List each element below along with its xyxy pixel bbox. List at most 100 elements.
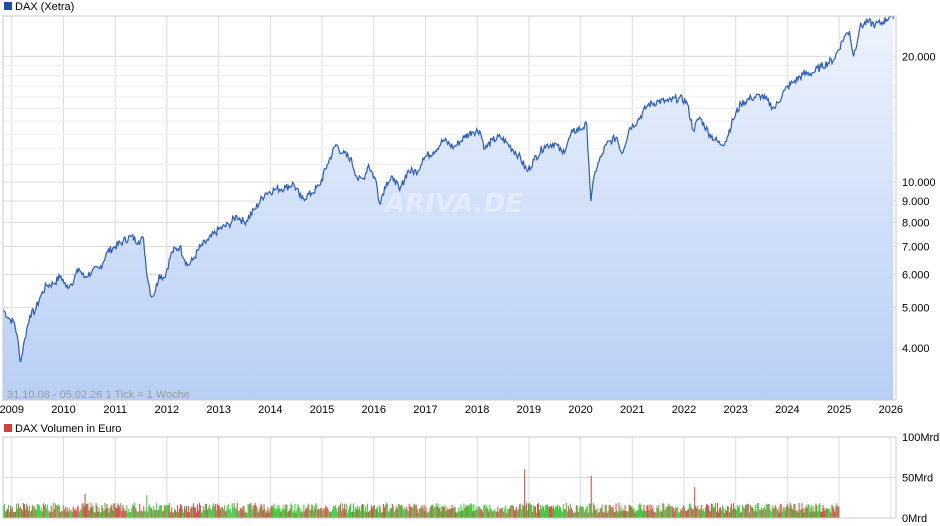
volume-bar	[187, 511, 189, 518]
volume-bar	[125, 510, 127, 518]
volume-bar	[158, 509, 160, 518]
volume-bar	[762, 507, 764, 518]
price-legend-label: DAX (Xetra)	[15, 1, 74, 13]
volume-bar	[53, 509, 55, 518]
volume-bar	[117, 503, 119, 518]
volume-bar	[687, 509, 689, 518]
volume-bar	[726, 506, 728, 518]
volume-bar	[80, 509, 82, 518]
x-tick-label-2010: 2010	[51, 404, 75, 416]
volume-bar	[512, 505, 514, 518]
volume-bar	[334, 506, 336, 518]
volume-bar	[361, 505, 363, 518]
volume-bar	[694, 487, 696, 518]
volume-bar	[383, 507, 385, 518]
volume-bar	[594, 509, 596, 518]
volume-bar	[532, 512, 534, 518]
x-tick-label-2025: 2025	[827, 404, 851, 416]
volume-bar	[746, 504, 748, 518]
volume-bar	[130, 512, 132, 518]
volume-bar	[340, 503, 342, 518]
volume-bar	[279, 508, 281, 518]
volume-bar	[626, 511, 628, 518]
volume-bar	[612, 506, 614, 518]
volume-bar	[200, 512, 202, 518]
volume-bar	[528, 503, 530, 518]
volume-bar	[758, 509, 760, 518]
volume-bar	[72, 506, 74, 518]
volume-bar	[581, 507, 583, 518]
volume-bar	[366, 512, 368, 518]
volume-bar	[529, 503, 531, 518]
volume-bar	[403, 507, 405, 518]
volume-bar	[305, 508, 307, 518]
volume-bar	[151, 507, 153, 518]
volume-bar	[175, 510, 177, 518]
volume-bar	[378, 505, 380, 518]
volume-bar	[160, 505, 162, 518]
volume-bar	[686, 511, 688, 518]
volume-bar	[231, 503, 233, 518]
volume-bar	[705, 507, 707, 518]
volume-bar	[722, 507, 724, 518]
x-tick-label-2022: 2022	[672, 404, 696, 416]
volume-bar	[296, 509, 298, 518]
volume-bar	[385, 502, 387, 518]
volume-bar	[587, 512, 589, 518]
volume-bar	[593, 505, 595, 518]
volume-bar	[821, 511, 823, 518]
volume-bar	[663, 503, 665, 518]
volume-bar	[482, 511, 484, 518]
volume-bar	[283, 504, 285, 518]
volume-bar	[298, 506, 300, 518]
volume-bar	[664, 510, 666, 518]
volume-bar	[75, 511, 77, 518]
volume-bar	[164, 505, 166, 518]
volume-bar	[827, 508, 829, 518]
volume-bar	[755, 511, 757, 518]
volume-bar	[111, 504, 113, 518]
volume-bar	[652, 507, 654, 518]
volume-bar	[343, 508, 345, 518]
volume-bar	[682, 507, 684, 518]
volume-bar	[660, 510, 662, 518]
volume-bar	[829, 508, 831, 518]
volume-bar	[699, 509, 701, 518]
volume-bar	[433, 508, 435, 518]
volume-bar	[677, 506, 679, 518]
volume-bar	[223, 504, 225, 518]
volume-bar	[717, 502, 719, 518]
y-tick-label-8000: 8.000	[902, 217, 930, 229]
volume-bar	[350, 503, 352, 518]
volume-bar	[450, 508, 452, 518]
volume-bar	[189, 508, 191, 518]
volume-bar	[189, 512, 191, 518]
volume-bar	[233, 503, 235, 518]
volume-bar	[286, 505, 288, 518]
volume-bar	[781, 511, 783, 518]
volume-bar	[76, 507, 78, 518]
volume-bar	[320, 507, 322, 518]
volume-bar	[519, 504, 521, 518]
volume-bar	[250, 502, 252, 518]
volume-bar	[27, 510, 29, 518]
volume-legend-label: DAX Volumen in Euro	[15, 423, 121, 435]
volume-bar	[516, 507, 518, 518]
volume-bar	[26, 506, 28, 518]
volume-bar	[186, 506, 188, 518]
x-tick-label-2019: 2019	[517, 404, 541, 416]
volume-bar	[466, 504, 468, 518]
volume-bar	[325, 505, 327, 518]
volume-bar	[210, 509, 212, 518]
volume-bar	[221, 507, 223, 518]
volume-bar	[259, 507, 261, 518]
volume-bar	[363, 504, 365, 518]
volume-bar	[617, 512, 619, 518]
volume-bar	[268, 512, 270, 518]
volume-bar	[463, 503, 465, 518]
volume-bar	[270, 506, 272, 518]
volume-bar	[542, 505, 544, 518]
volume-bar	[371, 508, 373, 518]
volume-bar	[522, 505, 524, 518]
volume-bar	[707, 504, 709, 518]
